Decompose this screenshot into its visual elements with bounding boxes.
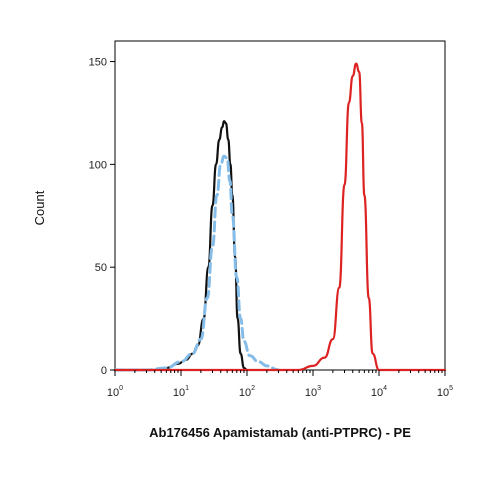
y-tick-label: 100: [89, 159, 107, 171]
x-tick-label: 103: [305, 385, 321, 399]
x-axis-title: Ab176456 Apamistamab (anti-PTPRC) - PE: [149, 425, 411, 440]
x-tick-label: 101: [173, 385, 189, 399]
y-tick-label: 0: [101, 365, 107, 377]
plot-frame: [114, 40, 446, 371]
series-line-2: [113, 154, 280, 372]
x-tick-label: 105: [437, 385, 453, 399]
y-tick-label: 150: [89, 57, 107, 69]
series-line-3: [113, 62, 447, 372]
axis-layer: 0 50 100 150 100 101 102 103 104 105: [89, 57, 454, 399]
x-tick-label: 100: [107, 385, 123, 399]
x-tick-label: 104: [371, 385, 387, 399]
y-tick-label: 50: [95, 262, 107, 274]
x-tick-label: 102: [239, 385, 255, 399]
series-layer: [113, 62, 447, 372]
y-axis-title: Count: [32, 190, 47, 225]
